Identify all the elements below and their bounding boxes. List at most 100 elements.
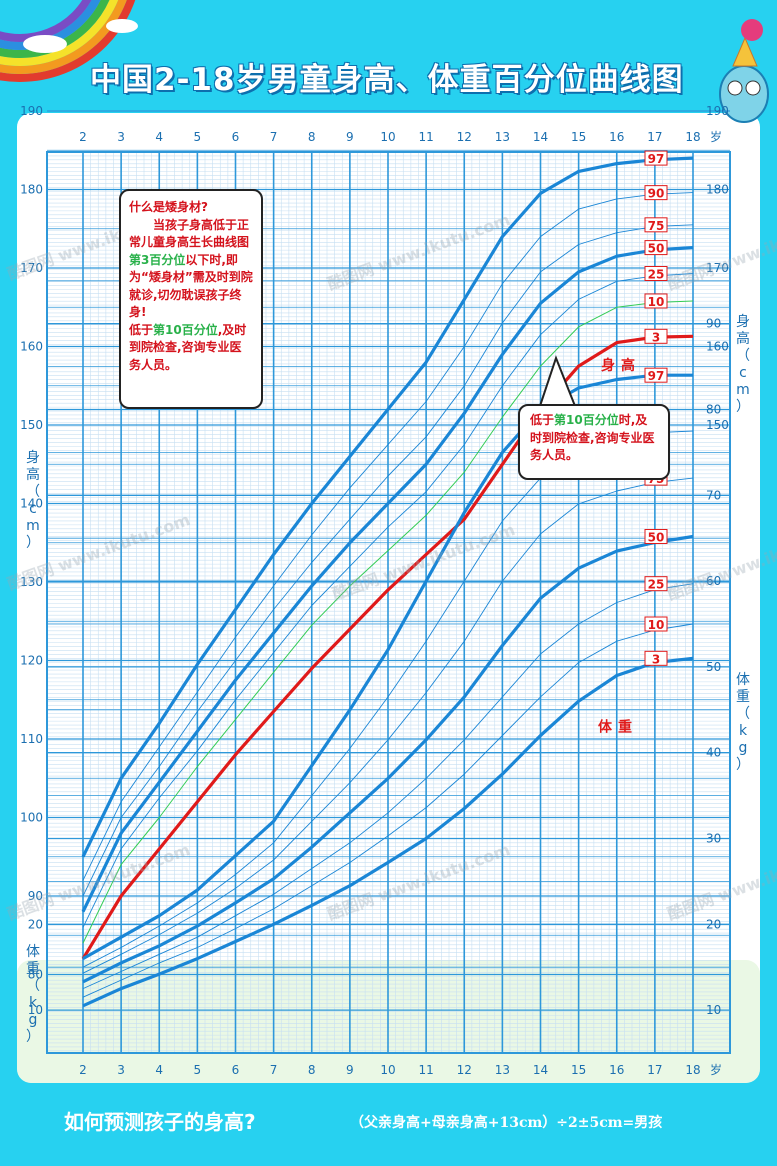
height-tick-label-right: 190	[706, 104, 729, 118]
x-tick-label-bottom: 8	[308, 1063, 316, 1077]
x-tick-label-top: 13	[495, 130, 510, 144]
weight-tick-label-right: 90	[706, 317, 721, 331]
height-percentile-box	[644, 150, 668, 166]
weight-percentile-label: 50	[648, 530, 665, 544]
x-tick-label-top: 8	[308, 130, 316, 144]
weight-percentile-box	[644, 528, 668, 544]
x-tick-label-top: 12	[457, 130, 472, 144]
weight-tick-label-left: 10	[28, 1003, 43, 1017]
height-tick-label-right: 150	[706, 418, 729, 432]
weight-axis-title-right-char: 重	[736, 689, 750, 705]
rainbow-arc	[0, 0, 110, 58]
height-axis-title-left-char: （	[26, 484, 40, 500]
x-tick-label-top: 15	[571, 130, 586, 144]
height-axis-title-left-char: c	[29, 501, 37, 517]
weight-axis-title-right: 体重（kg）	[736, 672, 750, 773]
height-axis-title-right-char: c	[739, 365, 747, 381]
height-axis-title-left-char: m	[26, 518, 40, 534]
weight-tick-label-right: 10	[706, 1003, 721, 1017]
party-hat-icon	[732, 36, 758, 67]
x-tick-label-bottom: 6	[232, 1063, 240, 1077]
info-text-1: 当孩子身高低于正常儿童身高生长曲线图第3百分位以下时,即为“矮身材”需及时到院就…	[129, 217, 253, 322]
info-heading: 什么是矮身材?	[129, 200, 208, 214]
x-tick-label-top: 17	[647, 130, 662, 144]
height-axis-title-right-char: 身	[736, 314, 750, 330]
weight-axis-title-left-char: 体	[26, 944, 40, 960]
height-percentile-box	[644, 217, 668, 233]
height-curve-p50	[81, 246, 694, 913]
weight-axis-title-right-char: 体	[736, 672, 750, 688]
height-curve-p25	[82, 273, 694, 928]
x-tick-label-bottom: 13	[495, 1063, 510, 1077]
weight-curve-p3	[82, 656, 694, 1008]
weight-tick-label-right: 50	[706, 660, 721, 674]
height-percentile-box	[644, 185, 668, 201]
height-percentile-label: 97	[648, 152, 665, 166]
height-curve-p97	[81, 156, 694, 858]
height-percentile-label: 25	[648, 267, 665, 281]
x-tick-label-top: 2	[79, 130, 87, 144]
weight-percentile-box	[644, 650, 668, 666]
height-axis-title-left-char: 高	[26, 466, 40, 483]
x-tick-label-bottom: 17	[647, 1063, 662, 1077]
height-tick-label-right: 170	[706, 261, 729, 275]
weight-percentile-box	[644, 576, 668, 592]
x-tick-label-top: 5	[194, 130, 202, 144]
x-tick-label-bottom: 4	[155, 1063, 163, 1077]
x-tick-label-top: 6	[232, 130, 240, 144]
height-curve-p3	[81, 334, 694, 960]
height-curve-p10	[82, 300, 694, 944]
weight-axis-title-left-char: k	[29, 995, 38, 1011]
cloud-icon	[23, 35, 67, 53]
height-percentile-label: 10	[648, 295, 665, 309]
x-tick-label-bottom: 15	[571, 1063, 586, 1077]
height-axis-title-right-char: 高	[736, 330, 750, 347]
owl-eye-icon	[727, 80, 743, 96]
x-unit-label-top: 岁	[710, 129, 722, 144]
info-text-1-b: 以下时,即为“矮身材”需及时到院就诊,切勿耽误孩子终身!	[129, 252, 253, 320]
height-annotation: 身高	[601, 357, 641, 374]
weight-tick-label-right: 70	[706, 488, 721, 502]
footer-question: 如何预测孩子的身高?	[64, 1110, 256, 1134]
weight-axis-title-left-char: g	[29, 1012, 38, 1028]
rainbow-arc	[0, 0, 136, 82]
weight-percentile-label: 97	[648, 369, 665, 383]
info-text-2: 低于第10百分位,及时到院检查,咨询专业医务人员。	[129, 322, 253, 375]
height-tick-label-left: 110	[20, 732, 43, 746]
cloud-icon	[106, 19, 138, 33]
height-tick-label-left: 100	[20, 811, 43, 825]
x-tick-label-bottom: 9	[346, 1063, 354, 1077]
weight-annotation: 体重	[598, 718, 638, 735]
page-title: 中国2-18岁男童身高、体重百分位曲线图	[90, 62, 684, 98]
info-text-2-b: ,及时到院检查,咨询专业医务人员。	[129, 322, 247, 372]
balloon-icon	[741, 19, 763, 41]
weight-axis-title-left-char: （	[26, 978, 40, 994]
callout-text-b: 时,及时到院检查,咨询专业医务人员。	[530, 413, 655, 462]
height-tick-label-left: 180	[20, 183, 43, 197]
callout-highlight: 第10百分位	[554, 413, 619, 427]
x-tick-label-top: 10	[380, 130, 395, 144]
x-tick-label-top: 4	[155, 130, 163, 144]
weight-axis-title-left: 体重（kg）	[26, 944, 40, 1045]
footer-formula: （父亲身高+母亲身高+13cm）÷2±5cm=男孩	[350, 1115, 663, 1131]
weight-tick-label-right: 60	[706, 574, 721, 588]
x-tick-label-bottom: 7	[270, 1063, 278, 1077]
height-tick-label-left: 80	[28, 968, 43, 982]
height-tick-label-left: 130	[20, 575, 43, 589]
weight-curve-p50	[82, 534, 694, 984]
x-tick-label-top: 11	[418, 130, 433, 144]
weight-axis-title-right-char: （	[736, 706, 750, 722]
height-percentile-label: 75	[648, 219, 665, 233]
weight-percentile-box	[644, 616, 668, 632]
height-tick-label-left: 120	[20, 654, 43, 668]
weight-percentile-label: 25	[648, 578, 665, 592]
weight-axis-title-left-char: 重	[26, 961, 40, 977]
height-percentile-label: 3	[652, 330, 660, 344]
weight-tick-label-left: 20	[28, 917, 43, 931]
height-axis-title-left: 身高（cm）	[26, 450, 40, 551]
weight-tick-label-right: 30	[706, 832, 721, 846]
x-tick-label-bottom: 12	[457, 1063, 472, 1077]
weight-tick-label-right: 20	[706, 917, 721, 931]
x-tick-label-bottom: 14	[533, 1063, 548, 1077]
